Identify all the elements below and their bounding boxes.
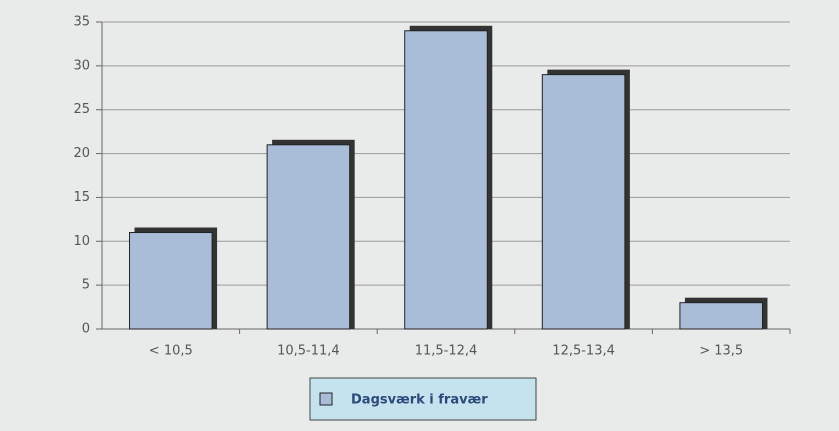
x-tick-label: > 13,5 [699, 344, 743, 359]
y-tick-label: 15 [73, 190, 90, 205]
y-tick-label: 0 [82, 322, 90, 337]
bar [129, 232, 213, 330]
x-tick-label: 10,5-11,4 [277, 344, 340, 359]
bar [541, 74, 626, 330]
legend-box [309, 377, 537, 421]
y-tick-label: 35 [73, 15, 90, 30]
legend-swatch [319, 392, 333, 406]
bar [266, 144, 351, 330]
y-tick-label: 10 [73, 234, 90, 249]
x-tick-label: 11,5-12,4 [415, 344, 478, 359]
x-tick-label: 12,5-13,4 [552, 344, 615, 359]
y-tick-label: 5 [82, 278, 90, 293]
y-tick-label: 20 [73, 146, 90, 161]
bar [404, 30, 488, 330]
legend-text: Dagsværk i fravær [351, 393, 488, 408]
x-tick-label: < 10,5 [149, 344, 193, 359]
y-tick-label: 25 [73, 102, 90, 117]
bar [679, 302, 763, 330]
y-tick-label: 30 [73, 58, 90, 73]
